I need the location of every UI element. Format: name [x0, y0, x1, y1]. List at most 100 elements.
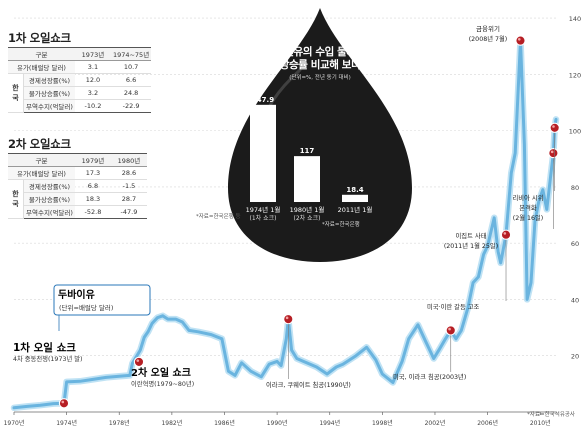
table1-row3-a: -10.2 — [74, 99, 111, 113]
table2-row3-a: -52.8 — [74, 205, 111, 219]
event-marker-shine — [552, 125, 555, 128]
libya-date: (2월 16일) — [513, 213, 544, 222]
event-marker-shine — [448, 327, 451, 331]
y-tick-label: 20 — [571, 353, 579, 361]
x-tick-label: 2002년 — [425, 419, 446, 427]
event-marker-dot — [549, 122, 560, 133]
marker-layer — [58, 35, 560, 409]
egypt-label: 이집트 사태 — [456, 231, 487, 240]
x-tick-label: 1970년 — [4, 419, 25, 427]
event-marker-dot — [133, 356, 145, 368]
table1-row0-label: 유가(배럴당 달러) — [8, 60, 75, 74]
table1-row0-a: 3.1 — [74, 60, 111, 74]
table2-row1-b: -1.5 — [110, 179, 147, 193]
table2-row0-a: 17.3 — [74, 166, 111, 180]
iraq-war-label: 미국, 이라크 침공(2003년) — [393, 372, 466, 381]
drop-title: 원유의 수입 물가 상승률 비교해 보니 — [250, 46, 390, 72]
table2-row2-label: 물가상승률(%) — [23, 192, 75, 206]
event-marker-dot — [58, 398, 70, 409]
table-row: 물가상승률(%) 18.3 28.7 — [8, 192, 147, 206]
table1-row1-a: 12.0 — [74, 73, 111, 87]
egypt-sublabel: (2011년 1월 25일) — [444, 241, 498, 250]
drop-bar — [250, 104, 276, 202]
y-tick-label: 100 — [569, 128, 581, 136]
y-tick-label: 140 — [569, 15, 581, 23]
table1-header-a: 1973년 — [74, 47, 111, 61]
table1-header-label: 구분 — [8, 47, 75, 61]
series-layer — [10, 37, 560, 412]
table-row: 유가(배럴당 달러) 3.1 10.7 — [8, 60, 152, 74]
x-tick-label: 1998년 — [372, 419, 393, 427]
oil-drop-graphic: 247.9 1974년 1월(1차 쇼크) 117 1980년 1월(2차 쇼크) 18… — [228, 8, 412, 262]
table1-row2-b: 24.8 — [110, 86, 152, 100]
table2-row2-a: 18.3 — [74, 192, 111, 206]
table1-row1-b: 6.6 — [110, 73, 152, 87]
event-marker-shine — [550, 150, 554, 154]
table-row: 한국 경제성장률(%) 6.8 -1.5 — [8, 179, 147, 219]
event-marker — [283, 313, 294, 325]
event-marker — [58, 398, 70, 409]
event-marker-dot — [548, 147, 559, 159]
event-marker — [445, 325, 456, 336]
y-axis: 20 40 60 80 100 120 140 — [569, 15, 581, 361]
gulf-war-label: 이라크, 쿠웨이트 침공(1990년) — [266, 380, 351, 389]
drop-bar-label: 2011년 1월 — [338, 205, 373, 214]
table2-header-label: 구분 — [8, 153, 75, 167]
x-tick-label: 1994년 — [319, 419, 340, 427]
x-tick-label: 2006년 — [477, 419, 498, 427]
drop-title-line1: 원유의 수입 물가 — [284, 46, 356, 58]
table-row: 한국 경제성장률(%) 12.0 6.6 — [8, 73, 152, 113]
event-marker — [548, 147, 559, 159]
table1-header-b: 1974~75년 — [110, 47, 152, 61]
financial-crisis-sublabel: (2008년 7월) — [469, 34, 508, 43]
table1-title: 1차 오일쇼크 — [8, 31, 71, 45]
event-marker-dot — [500, 229, 512, 240]
drop-bar-value: 247.9 — [252, 96, 274, 104]
table1-row2-a: 3.2 — [74, 86, 111, 100]
event-marker — [500, 229, 512, 240]
libya-sublabel: 본격화 — [519, 204, 537, 212]
x-tick-label: 1990년 — [267, 419, 288, 427]
table1-row3-label: 무역수지(억달러) — [23, 99, 75, 113]
drop-bar-value: 18.4 — [346, 186, 363, 194]
table2-section: 한국 — [8, 179, 24, 219]
table-row: 무역수지(억달러) -10.2 -22.9 — [8, 99, 152, 113]
table2-row3-b: -47.9 — [110, 205, 147, 219]
callout-layer — [53, 284, 151, 331]
table2-title: 2차 오일쇼크 — [8, 137, 71, 151]
drop-bar-sublabel: (2차 쇼크) — [294, 214, 321, 222]
y-tick-label: 80 — [571, 184, 579, 192]
drop-bar-value: 117 — [300, 147, 315, 155]
y-tick-label: 60 — [571, 240, 579, 248]
table1-row3-b: -22.9 — [110, 99, 152, 113]
table-row: 무역수지(억달러) -52.8 -47.9 — [8, 205, 147, 219]
table2-header-b: 1980년 — [110, 153, 147, 167]
table1: 구분 1973년 1974~75년 유가(배럴당 달러) 3.1 10.7 한국… — [8, 47, 152, 113]
drop-bar — [294, 156, 320, 202]
price-line — [12, 39, 558, 410]
dubai-title: 두바이유 — [58, 288, 95, 301]
event-marker — [133, 356, 145, 368]
financial-crisis-label: 금융위기 — [476, 24, 500, 33]
x-tick-label: 1974년 — [56, 419, 77, 427]
table2-row1-label: 경제성장률(%) — [23, 179, 75, 193]
shock1-title: 1차 오일 쇼크 — [13, 341, 76, 354]
drop-source: *자료=한국은행 — [322, 222, 360, 228]
table2: 구분 1979년 1980년 유가(배럴당 달러) 17.3 28.6 한국 경… — [8, 153, 147, 219]
x-tick-label: 1978년 — [109, 419, 130, 427]
dubai-subtitle: (단위=배럴당 달러) — [59, 303, 113, 312]
event-marker-shine — [136, 359, 140, 362]
drop-bar-label: 1974년 1월 — [246, 205, 281, 214]
event-marker-shine — [285, 316, 289, 320]
shock2-subtitle: 이란혁명(1979~80년) — [131, 379, 194, 388]
table-source: *자료=한국은행 등 — [196, 214, 241, 220]
x-tick-label: 2010년 — [530, 419, 551, 427]
y-tick-label: 40 — [571, 296, 579, 304]
event-marker-shine — [517, 37, 521, 41]
drop-bar-sublabel: (1차 쇼크) — [250, 214, 277, 222]
dubai-callout-box — [53, 284, 151, 316]
table2-row2-b: 28.7 — [110, 192, 147, 206]
x-axis: 1970년 1974년 1978년 1982년 1986년 1990년 1994년 1998년… — [4, 411, 556, 427]
table2-row3-label: 무역수지(억달러) — [23, 205, 75, 219]
